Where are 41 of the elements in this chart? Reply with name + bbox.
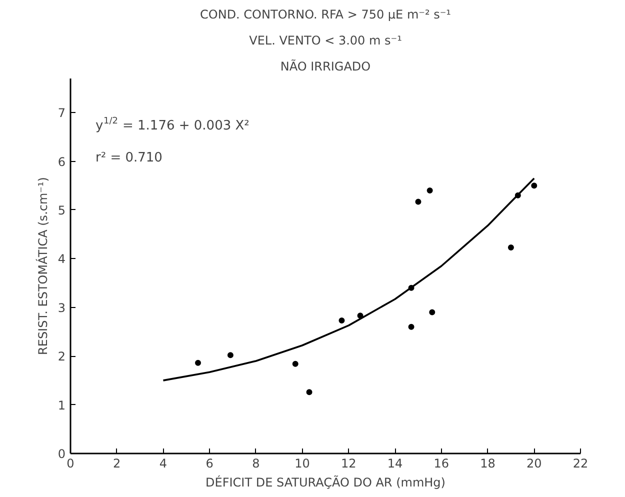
- y-axis-title: RESIST. ESTOMÁTICA (s.cm⁻¹): [34, 177, 50, 355]
- point: [408, 324, 414, 330]
- y-tick-label: 3: [58, 300, 66, 315]
- x-tick-label: 18: [480, 456, 496, 470]
- x-tick-label: 10: [294, 456, 310, 470]
- point: [227, 352, 234, 358]
- point: [408, 284, 414, 291]
- x-tick-label: 20: [526, 456, 542, 470]
- y-tick-label: 5: [58, 203, 66, 218]
- x-tick-label: 0: [66, 456, 74, 470]
- point: [429, 309, 436, 316]
- y-tick-label: 4: [58, 252, 66, 266]
- x-tick-label: 12: [341, 456, 356, 470]
- x-tick-label: 16: [434, 456, 450, 470]
- point: [292, 360, 298, 367]
- point: [426, 188, 433, 194]
- line-series: [162, 177, 536, 382]
- y-tick-label: 2: [58, 350, 66, 364]
- y-tick-label: 6: [58, 154, 66, 169]
- x-tick-label: 8: [252, 456, 260, 470]
- point: [508, 244, 514, 250]
- x-tick-label: 22: [572, 456, 588, 470]
- text: NÃO IRRIGADO: [280, 58, 371, 74]
- annotation: r² = 0.710: [96, 150, 162, 166]
- x-tick-label: 6: [206, 456, 214, 470]
- point: [357, 312, 364, 319]
- chart-title: COND. CONTORNO. RFA > 750 μE m⁻² s⁻¹: [200, 8, 452, 22]
- x-tick-label: 14: [387, 456, 403, 470]
- chart-subtitle: VEL. VENTO < 3.00 m s⁻¹: [249, 34, 402, 48]
- point: [415, 198, 422, 205]
- point: [306, 389, 312, 396]
- point: [531, 182, 538, 189]
- point: [195, 360, 201, 366]
- point: [514, 192, 521, 198]
- x-tick-label: 2: [113, 456, 121, 470]
- y-tick-label: 7: [58, 106, 66, 120]
- x-axis-title: DÉFICIT DE SATURAÇÃO DO AR (mmHg): [206, 474, 446, 490]
- point: [338, 318, 345, 324]
- y-tick-label: 1: [58, 398, 66, 412]
- x-tick-label: 4: [159, 456, 168, 470]
- y-tick-label: 0: [58, 447, 66, 461]
